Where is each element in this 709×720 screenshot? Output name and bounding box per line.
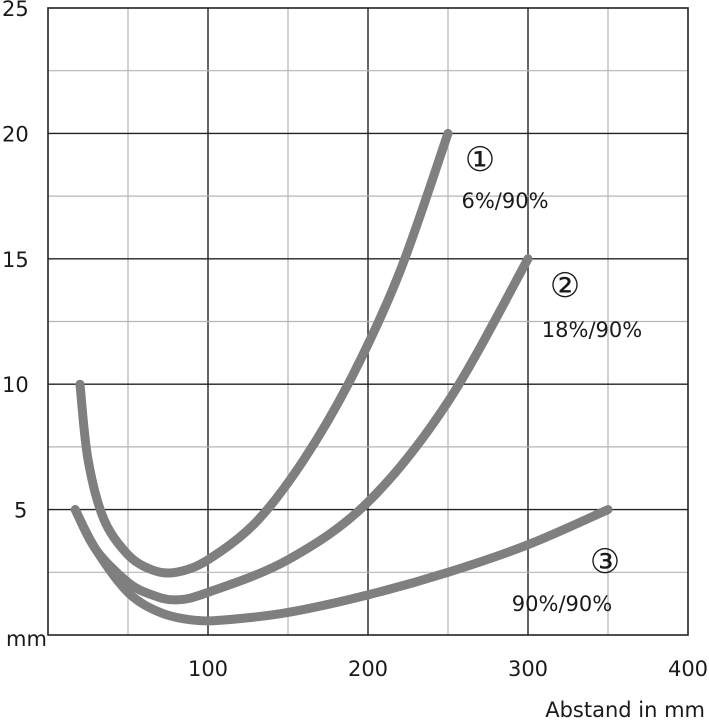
x-tick-label: 300 (508, 657, 548, 681)
series-marker-3: ③ (590, 542, 620, 582)
series-label-2: 18%/90% (542, 318, 642, 342)
plot-frame (47, 7, 689, 636)
series-marker-2: ② (550, 266, 580, 306)
y-tick-label: 25 (2, 0, 29, 21)
y-tick-label: 20 (2, 122, 29, 146)
x-tick-label: 400 (668, 657, 708, 681)
x-unit-label: mm (6, 627, 47, 651)
y-tick-label: 5 (14, 499, 27, 523)
series-label-1: 6%/90% (461, 189, 548, 213)
series-marker-1: ① (465, 140, 495, 180)
series-line-1 (75, 128, 453, 578)
grid (47, 7, 689, 636)
series-label-3: 90%/90% (512, 592, 612, 616)
x-tick-label: 200 (348, 657, 388, 681)
series-labels: ① 6%/90% ② 18%/90% ③ 90%/90% (461, 140, 642, 616)
series-line-2 (70, 254, 533, 605)
curves (70, 128, 613, 626)
series-line-3 (70, 505, 613, 626)
x-tick-label: 100 (188, 657, 228, 681)
y-tick-label: 15 (2, 248, 29, 272)
x-axis-label: Abstand in mm (545, 698, 705, 720)
y-tick-label: 10 (2, 373, 29, 397)
